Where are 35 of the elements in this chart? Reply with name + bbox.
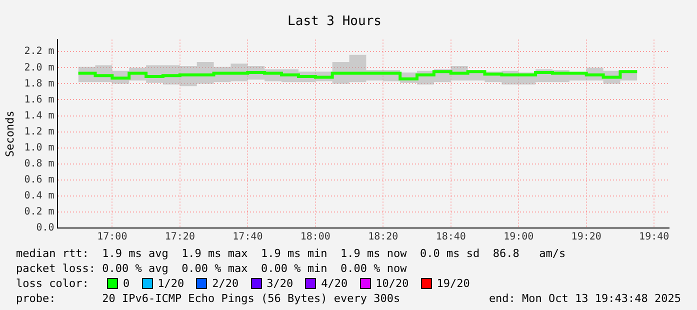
x-tick-label: 18:40 bbox=[436, 232, 466, 243]
chart-title: Last 3 Hours bbox=[288, 14, 382, 30]
text: 0 bbox=[123, 276, 130, 291]
y-tick-label: 1.4 m bbox=[24, 110, 54, 122]
text: probe: 20 IPv6-ICMP Echo Pings (56 Bytes) every 300s bbox=[16, 291, 400, 306]
x-tick-label: 17:00 bbox=[97, 232, 128, 243]
y-tick-label: 1.6 m bbox=[24, 94, 54, 106]
text: 1/20 bbox=[158, 276, 184, 291]
text: packet loss: 0.00 % avg 0.00 % max 0.00 % min 0.00 % now bbox=[16, 261, 408, 276]
text: end: Mon Oct 13 19:43:48 2025 bbox=[488, 291, 681, 306]
x-tick-label: 18:00 bbox=[300, 232, 330, 243]
text: 10/20 bbox=[376, 276, 409, 291]
y-tick-label: 1.0 m bbox=[24, 142, 54, 154]
x-tick-label: 18:20 bbox=[368, 232, 398, 243]
x-tick-label: 19:20 bbox=[571, 232, 602, 243]
x-tick-label: 19:40 bbox=[639, 232, 670, 243]
y-tick-label: 0.4 m bbox=[24, 190, 54, 202]
y-tick-label: 2.2 m bbox=[24, 46, 54, 58]
y-tick-label: 1.2 m bbox=[24, 126, 54, 138]
text: loss color: bbox=[16, 276, 90, 291]
text: 19/20 bbox=[436, 276, 470, 291]
y-tick-label: 0.2 m bbox=[24, 206, 54, 218]
x-tick-label: 17:40 bbox=[232, 232, 263, 243]
y-tick-label: 2.0 m bbox=[24, 62, 54, 74]
y-tick-label: 0.8 m bbox=[24, 158, 54, 170]
x-tick-label: 19:00 bbox=[504, 232, 534, 243]
y-tick-label: 1.8 m bbox=[24, 78, 54, 90]
text: 4/20 bbox=[321, 276, 348, 291]
text: 2/20 bbox=[212, 276, 239, 291]
y-tick-label: 0.6 m bbox=[24, 174, 54, 186]
x-tick-label: 17:20 bbox=[164, 232, 195, 243]
y-tick-label: 0.0 bbox=[36, 222, 54, 234]
text: median rtt: 1.9 ms avg 1.9 ms max 1.9 ms min 1.9 ms now 0.0 ms sd 86.8 am/s bbox=[16, 246, 567, 261]
text: 3/20 bbox=[266, 276, 294, 291]
y-axis-title: Seconds bbox=[3, 110, 16, 157]
